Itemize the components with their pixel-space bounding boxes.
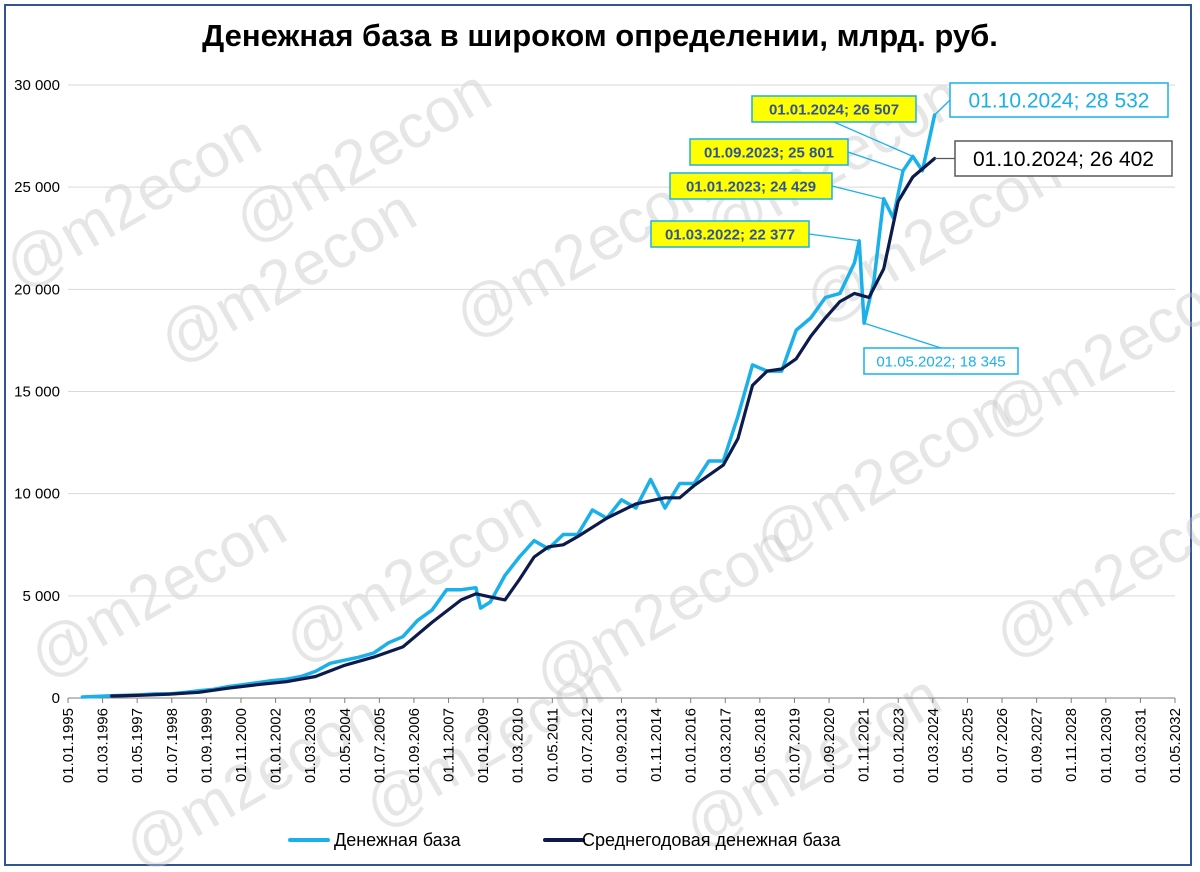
y-tick-label: 30 000 <box>14 77 60 94</box>
annotation-leader <box>808 233 860 242</box>
annotation-label: 01.01.2023; 24 429 <box>686 178 816 195</box>
x-tick-label: 01.01.2016 <box>683 708 700 783</box>
series-line-money-base <box>80 113 937 699</box>
x-tick-label: 01.01.2023 <box>890 708 907 783</box>
x-tick-label: 01.05.2025 <box>959 708 976 783</box>
x-tick-label: 01.11.2028 <box>1063 708 1080 782</box>
y-tick-label: 15 000 <box>14 384 60 401</box>
annotation-leader <box>831 185 884 200</box>
x-tick-label: 01.09.2013 <box>614 708 631 783</box>
x-tick-label: 01.09.2006 <box>406 708 423 783</box>
annotation-box <box>650 220 810 248</box>
annotation-box <box>863 347 1019 375</box>
annotation-box <box>689 138 849 166</box>
x-tick-label: 01.11.2021 <box>856 708 873 782</box>
x-tick-label: 01.11.2007 <box>441 708 458 782</box>
annotation-leader <box>863 322 942 349</box>
y-tick-label: 10 000 <box>14 486 60 503</box>
x-tick-label: 01.07.2019 <box>786 708 803 783</box>
legend-label: Среднегодовая денежная база <box>582 830 841 850</box>
x-tick-label: 01.01.2002 <box>268 708 285 783</box>
x-tick-label: 01.05.1997 <box>129 708 146 783</box>
annotation-leader <box>847 151 904 172</box>
y-tick-label: 20 000 <box>14 281 60 298</box>
series-line-average-money-base <box>110 156 937 698</box>
series-lines <box>80 113 937 699</box>
x-tick-label: 01.03.2024 <box>925 708 942 783</box>
annotation-label: 01.05.2022; 18 345 <box>876 353 1005 370</box>
y-tick-label: 5 000 <box>22 588 60 605</box>
x-tick-label: 01.03.2031 <box>1132 708 1149 783</box>
annotation-label: 01.01.2024; 26 507 <box>769 101 899 118</box>
annotation-box <box>949 82 1169 118</box>
legend-label: Денежная база <box>334 830 462 850</box>
legend: Денежная база Среднегодовая денежная база <box>288 830 841 850</box>
annotation-label: 01.10.2024; 26 402 <box>973 148 1154 171</box>
x-tick-label: 01.03.2017 <box>717 708 734 783</box>
y-axis-ticks: 0 5 000 10 000 15 000 20 000 25 000 30 000 <box>14 77 60 707</box>
y-tick-label: 25 000 <box>14 179 60 196</box>
chart-title: Денежная база в широком определении, млр… <box>202 18 998 53</box>
x-tick-label: 01.03.1996 <box>95 708 112 783</box>
x-tick-label: 01.01.2009 <box>475 708 492 783</box>
annotation-box <box>669 172 833 200</box>
x-tick-label: 01.07.2026 <box>994 708 1011 783</box>
x-tick-label: 01.07.2005 <box>371 708 388 783</box>
annotation-leader <box>934 99 951 116</box>
x-axis-ticks: 01.01.1995 01.03.1996 01.05.1997 01.07.1998… <box>60 698 1184 783</box>
x-tick-label: 01.01.1995 <box>60 708 77 783</box>
watermark-text: @m2econ <box>273 476 553 678</box>
x-tick-label: 01.09.2020 <box>821 708 838 783</box>
x-tick-label: 01.05.2011 <box>544 708 561 782</box>
annotations: 01.10.2024; 28 532 01.10.2024; 26 402 01.0… <box>650 82 1173 375</box>
x-tick-label: 01.11.2014 <box>648 708 665 782</box>
x-tick-label: 01.05.2004 <box>337 708 354 783</box>
x-tick-label: 01.07.1998 <box>164 708 181 783</box>
x-tick-label: 01.09.2027 <box>1029 708 1046 783</box>
annotation-label: 01.09.2023; 25 801 <box>704 144 834 161</box>
x-tick-label: 01.11.2000 <box>233 708 250 782</box>
x-tick-label: 01.09.1999 <box>198 708 215 783</box>
x-tick-label: 01.03.2010 <box>510 708 527 783</box>
x-tick-label: 01.03.2003 <box>302 708 319 783</box>
watermark-text: @m2econ <box>983 471 1200 673</box>
annotation-label: 01.10.2024; 28 532 <box>968 89 1149 112</box>
x-tick-label: 01.05.2018 <box>752 708 769 783</box>
annotation-label: 01.03.2022; 22 377 <box>665 226 795 243</box>
x-tick-label: 01.01.2030 <box>1098 708 1115 783</box>
watermark-text: @m2econ <box>743 376 1023 578</box>
annotation-leader <box>833 121 914 157</box>
annotation-box <box>954 140 1173 177</box>
y-tick-label: 0 <box>52 690 60 707</box>
x-tick-label: 01.07.2012 <box>579 708 596 783</box>
x-tick-label: 01.05.2032 <box>1167 708 1184 783</box>
annotation-box <box>751 95 917 123</box>
